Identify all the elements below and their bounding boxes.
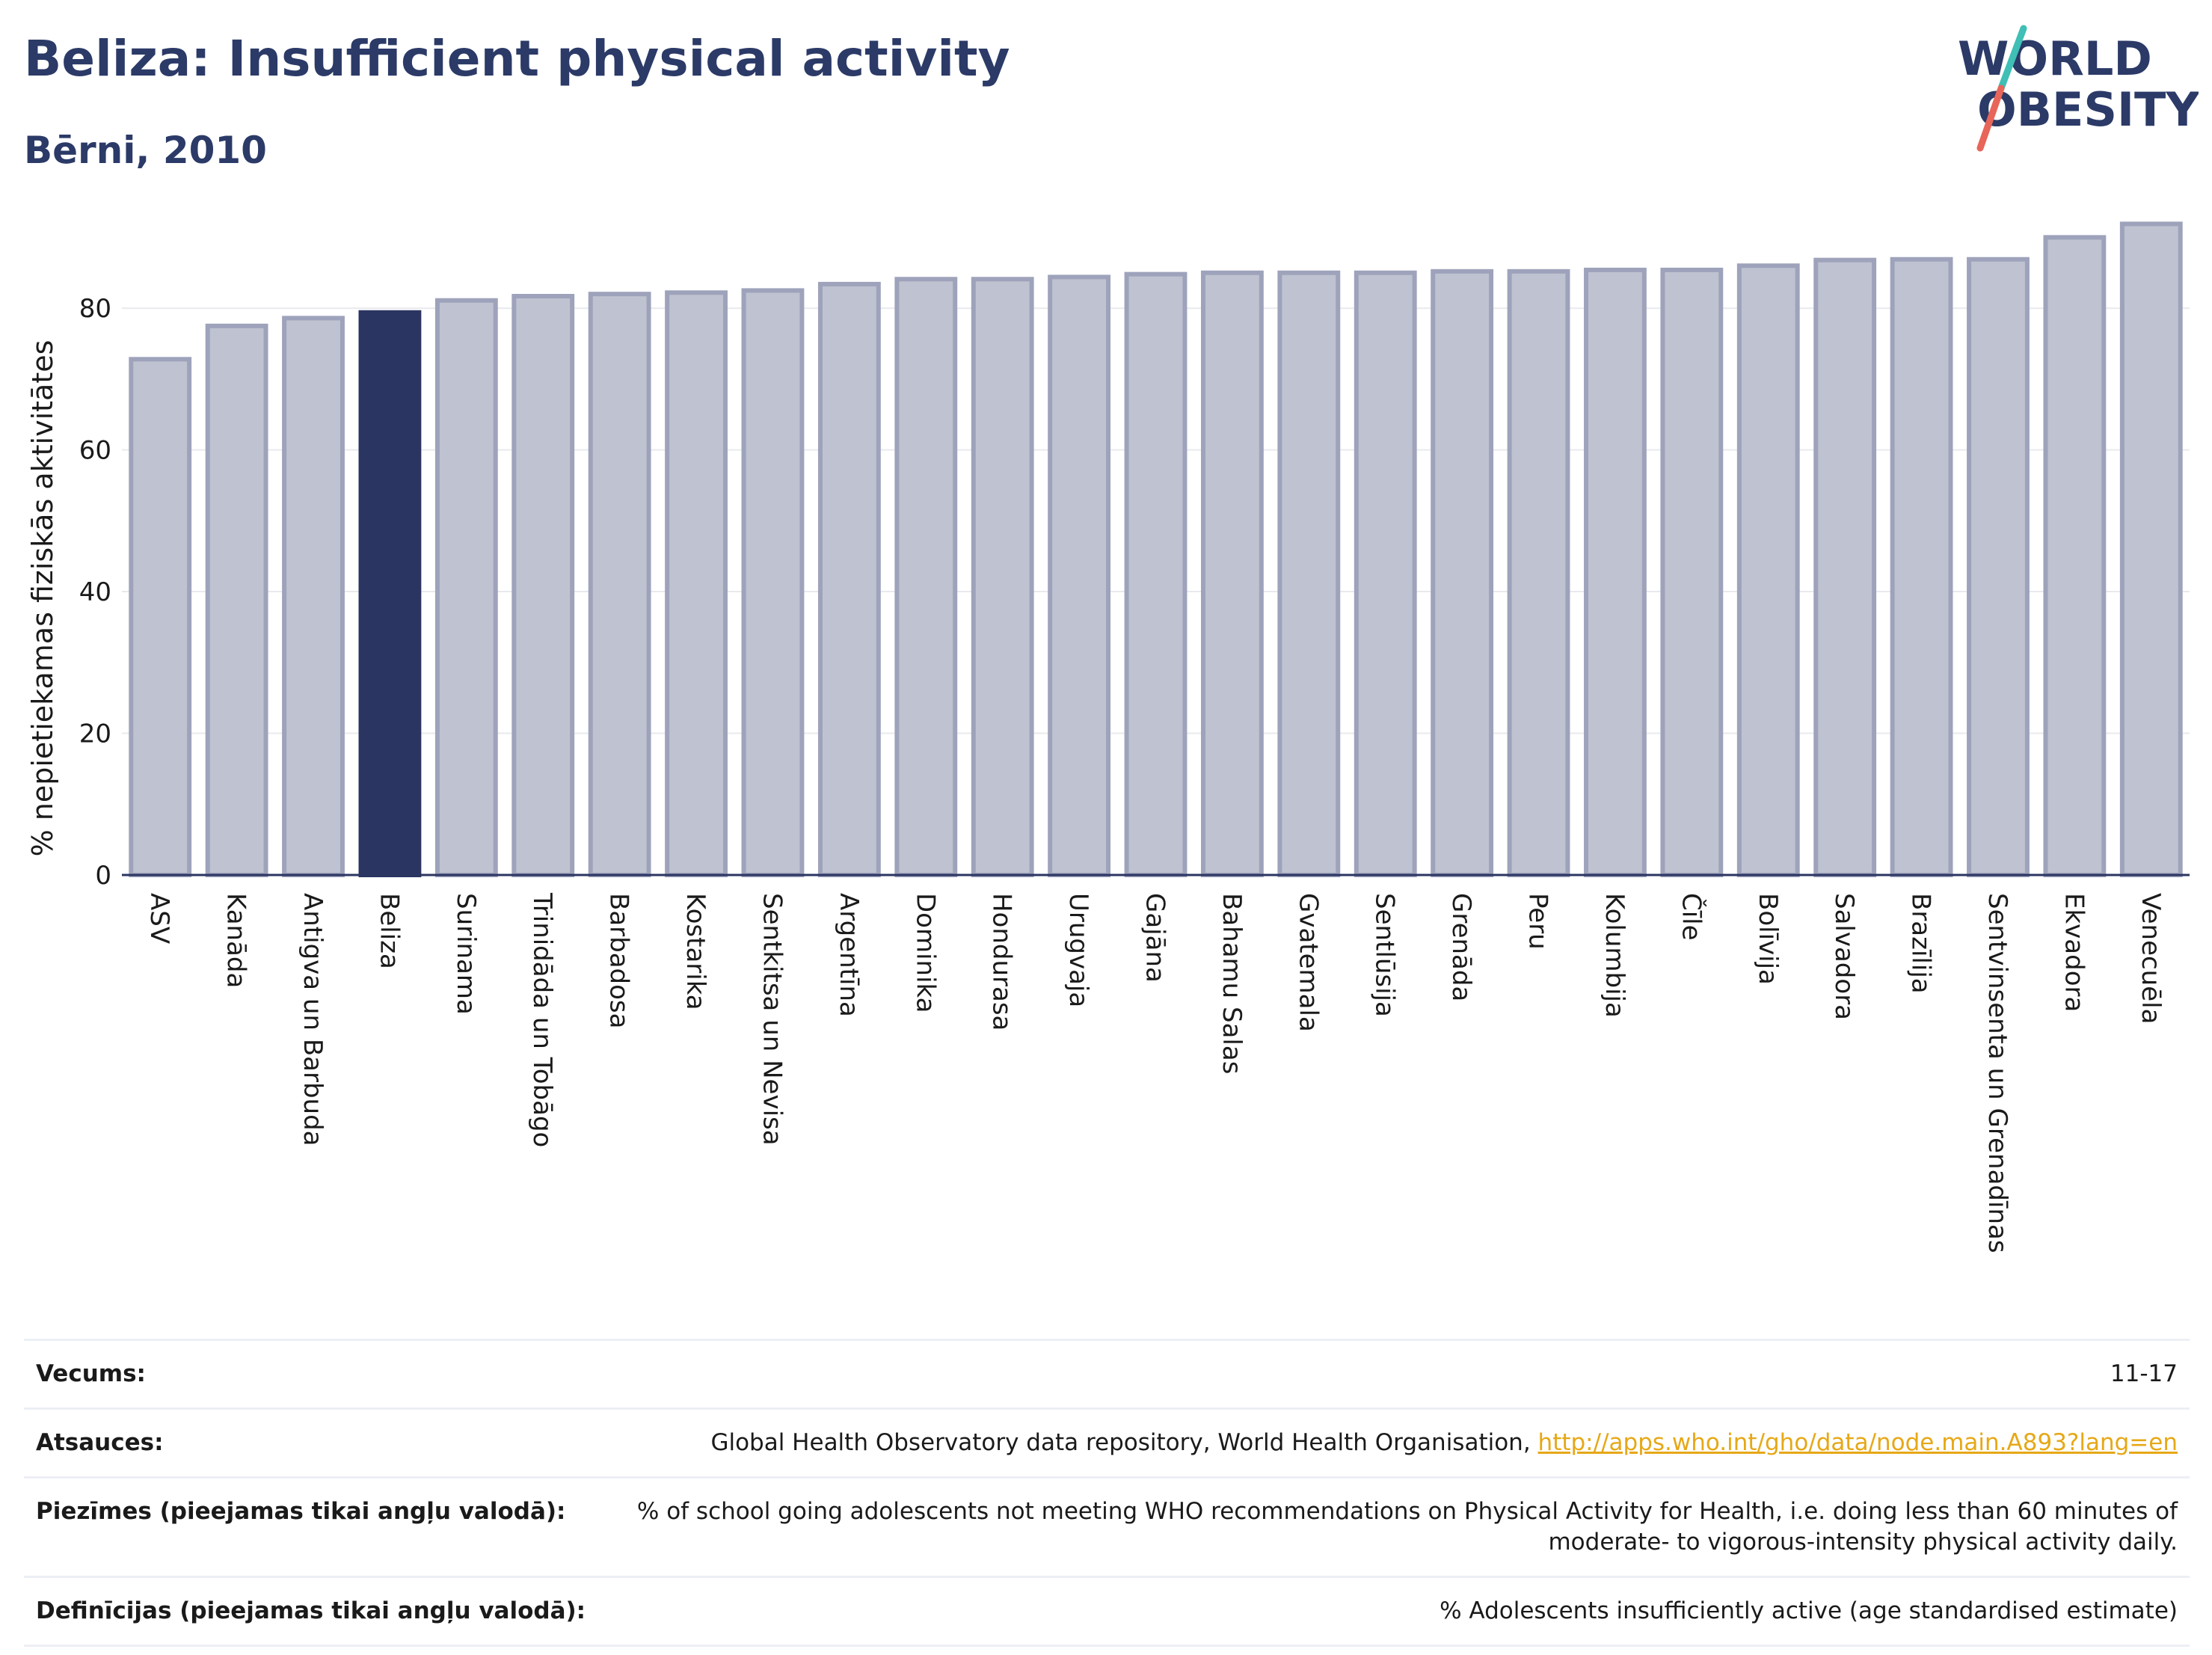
info-row-definitions: Definīcijas (pieejamas tikai angļu valod…: [24, 1576, 2190, 1646]
bar: [282, 316, 345, 877]
x-tick-label: Grenāda: [1446, 893, 1476, 1001]
x-tick-label: Brazīlija: [1906, 893, 1936, 994]
x-tick-label: Bolīvija: [1753, 893, 1783, 985]
sources-link[interactable]: http://apps.who.int/gho/data/node.main.A…: [1537, 1428, 2178, 1456]
bar: [817, 281, 881, 878]
info-row-age: Vecums: 11-17: [24, 1339, 2190, 1409]
x-tick-label: Dominika: [910, 893, 940, 1013]
age-value: 11-17: [2110, 1360, 2178, 1387]
x-tick-labels: ASV Kanāda Antigva un Barbuda Beliza Surinam…: [144, 892, 2166, 1253]
info-row-notes: Piezīmes (pieejamas tikai angļu valodā):…: [24, 1477, 2190, 1576]
sources-value: Global Health Observatory data repositor…: [616, 1408, 2190, 1477]
bar: [588, 292, 651, 877]
bar: [1277, 270, 1341, 878]
bar: [1660, 267, 1724, 877]
logo-text-world: WORLD: [1958, 31, 2152, 86]
notes-label: Piezīmes (pieejamas tikai angļu valodā):: [36, 1497, 566, 1525]
x-tick-label: ASV: [144, 893, 174, 944]
x-tick-label: Venecuēla: [2136, 893, 2166, 1024]
y-tick-label: 0: [95, 861, 111, 891]
x-tick-label: Ekvadora: [2059, 893, 2089, 1012]
bar: [2119, 221, 2183, 877]
x-tick-label: Gvatemala: [1293, 893, 1323, 1032]
y-tick-label: 40: [79, 577, 111, 607]
x-tick-label: Trinidāda un Tobāgo: [527, 892, 557, 1147]
bar-highlight: [358, 310, 422, 877]
info-table: Vecums: 11-17 Atsauces: Global Health Ob…: [24, 1339, 2190, 1647]
age-label: Vecums:: [36, 1360, 146, 1387]
x-tick-label: Beliza: [374, 893, 404, 969]
definitions-label: Definīcijas (pieejamas tikai angļu valod…: [36, 1597, 586, 1624]
bar: [1124, 271, 1188, 877]
bar-chart: 0 20 40 60 80 ASV Kanāda Antigva un Barbuda Bel…: [26, 221, 2190, 1253]
x-tick-label: Kostarika: [681, 893, 710, 1010]
bar: [1048, 274, 1111, 877]
x-tick-label: Sentlūsija: [1370, 893, 1400, 1017]
x-tick-label: Gajāna: [1140, 893, 1170, 983]
chart-subtitle: Bērni, 2010: [24, 129, 267, 172]
x-tick-label: Salvadora: [1829, 893, 1859, 1020]
bar: [1200, 270, 1264, 878]
x-tick-label: Hondurasa: [987, 893, 1017, 1031]
bar: [511, 294, 575, 877]
x-tick-label: Surinama: [451, 893, 481, 1015]
bar: [971, 277, 1034, 877]
x-tick-label: Antigva un Barbuda: [298, 893, 328, 1146]
bar: [741, 288, 805, 877]
definitions-value: % Adolescents insufficiently active (age…: [1440, 1597, 2178, 1624]
bar: [1584, 267, 1647, 877]
bar: [1507, 268, 1570, 877]
x-tick-label: Peru: [1523, 893, 1553, 950]
x-tick-label: Argentīna: [834, 893, 864, 1017]
bar: [1967, 257, 2030, 878]
info-row-sources: Atsauces: Global Health Observatory data…: [24, 1408, 2190, 1477]
bar: [205, 323, 268, 877]
x-tick-label: Sentkitsa un Nevisa: [757, 893, 787, 1146]
logo-slash-teal: [1997, 25, 2027, 92]
x-tick-label: Urugvaja: [1063, 893, 1093, 1007]
y-tick-labels: 0 20 40 60 80: [79, 294, 111, 891]
x-tick-label: Sentvinsenta un Grenadīnas: [1982, 893, 2012, 1253]
bar: [434, 298, 498, 877]
logo-text-obesity: OBESITY: [1977, 82, 2199, 137]
world-obesity-logo: WORLD OBESITY: [1958, 25, 2199, 152]
y-tick-label: 60: [79, 436, 111, 466]
x-tick-label: Bahamu Salas: [1217, 893, 1247, 1074]
sources-label: Atsauces:: [36, 1428, 164, 1456]
notes-value: % of school going adolescents not meetin…: [636, 1497, 2178, 1556]
x-tick-label: Kanāda: [221, 893, 251, 988]
bar: [1813, 257, 1877, 877]
y-axis-label: % nepietiekamas fiziskās aktivitātes: [26, 340, 59, 857]
bar: [129, 357, 192, 877]
sources-text: Global Health Observatory data repositor…: [710, 1428, 1538, 1456]
bar: [1890, 257, 1953, 878]
chart-title: Beliza: Insufficient physical activity: [24, 30, 1010, 87]
bar: [1736, 263, 1800, 877]
x-tick-label: Barbadosa: [604, 893, 634, 1029]
y-tick-label: 20: [79, 719, 111, 749]
x-tick-label: Kolumbija: [1600, 893, 1629, 1018]
y-tick-label: 80: [79, 294, 111, 324]
bar: [1431, 268, 1494, 877]
bar: [665, 290, 728, 877]
bar: [894, 277, 958, 877]
bar: [1354, 270, 1417, 878]
bars: [129, 221, 2183, 878]
bar: [2043, 235, 2107, 877]
x-tick-label: Čīle: [1676, 893, 1706, 941]
logo-slash-coral: [1976, 85, 2005, 152]
